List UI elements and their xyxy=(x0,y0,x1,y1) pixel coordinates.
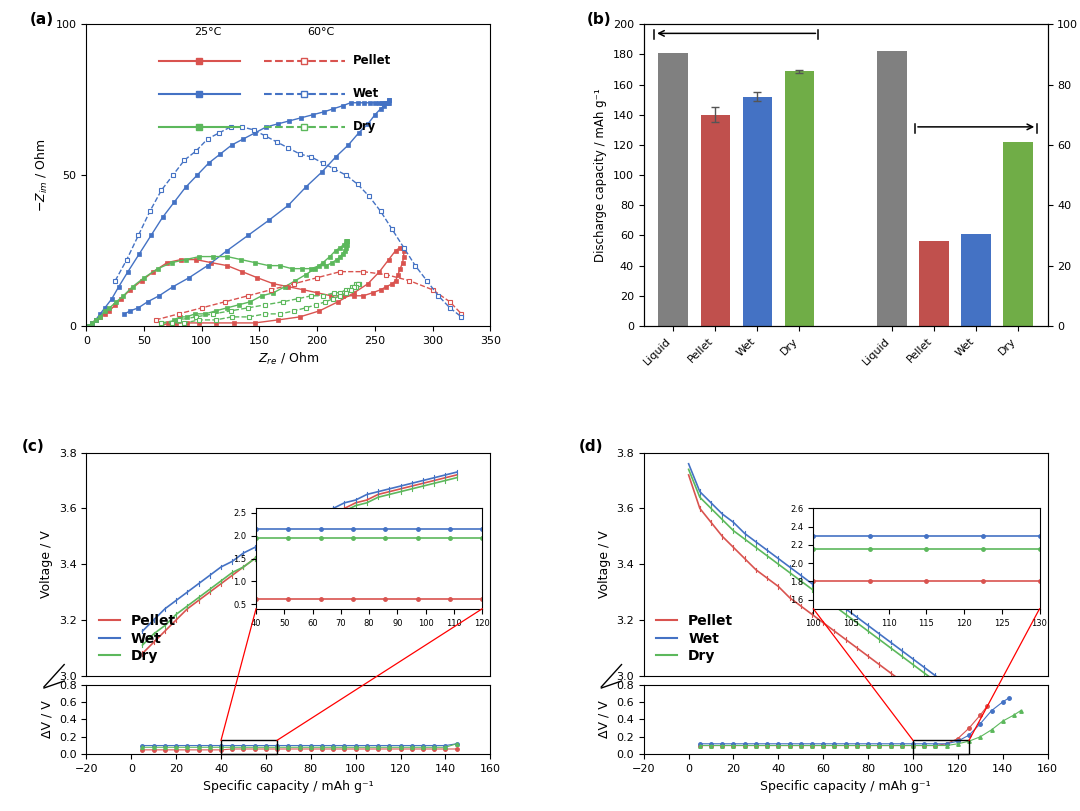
Text: Dry: Dry xyxy=(353,120,376,133)
Bar xyxy=(1003,142,1032,326)
Text: (a): (a) xyxy=(30,12,54,28)
Bar xyxy=(743,97,772,326)
X-axis label: Specific capacity / mAh g⁻¹: Specific capacity / mAh g⁻¹ xyxy=(203,779,374,792)
Bar xyxy=(877,51,907,326)
Text: 60°C: 60°C xyxy=(307,28,335,37)
X-axis label: Specific capacity / mAh g⁻¹: Specific capacity / mAh g⁻¹ xyxy=(760,779,931,792)
Bar xyxy=(701,115,730,326)
Legend: Pellet, Wet, Dry: Pellet, Wet, Dry xyxy=(93,609,181,669)
Y-axis label: Voltage / V: Voltage / V xyxy=(40,530,53,598)
Bar xyxy=(913,740,969,754)
Text: 25°C: 25°C xyxy=(194,28,221,37)
X-axis label: $Z_{re}$ / Ohm: $Z_{re}$ / Ohm xyxy=(258,351,319,367)
Y-axis label: Discharge capacity / mAh g⁻¹: Discharge capacity / mAh g⁻¹ xyxy=(594,88,607,262)
Bar xyxy=(785,71,814,326)
Bar xyxy=(919,242,948,326)
Y-axis label: $-Z_{im}$ / Ohm: $-Z_{im}$ / Ohm xyxy=(35,139,50,212)
Text: (c): (c) xyxy=(22,440,44,454)
Bar xyxy=(961,234,990,326)
Text: (d): (d) xyxy=(579,440,604,454)
Y-axis label: ΔV / V: ΔV / V xyxy=(40,701,53,738)
Text: Wet: Wet xyxy=(353,88,379,101)
Y-axis label: Voltage / V: Voltage / V xyxy=(597,530,610,598)
Bar xyxy=(659,53,688,326)
Text: (b): (b) xyxy=(588,12,611,28)
Text: Pellet: Pellet xyxy=(353,54,391,67)
Y-axis label: ΔV / V: ΔV / V xyxy=(597,701,610,738)
Legend: Pellet, Wet, Dry: Pellet, Wet, Dry xyxy=(650,609,739,669)
Bar xyxy=(221,740,278,754)
